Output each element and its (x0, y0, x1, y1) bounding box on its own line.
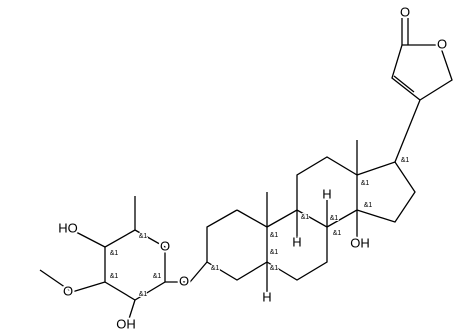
atom-label: H (322, 186, 331, 201)
atom-label: O (63, 283, 73, 298)
atom-label: O (160, 238, 170, 253)
stereo-label: &1 (211, 265, 220, 272)
stereo-label: &1 (139, 233, 148, 240)
ring-c (296, 156, 358, 228)
atom-label: O (400, 4, 410, 19)
atom-label: OH (350, 235, 370, 250)
stereo-label: &1 (110, 273, 119, 280)
atom-label: O (179, 273, 189, 288)
stereo-label: &1 (153, 273, 162, 280)
atom-label: H (262, 289, 271, 304)
stereo-label: &1 (364, 202, 373, 209)
stereo-label: &1 (401, 157, 410, 164)
glycosidic-bond (165, 261, 208, 283)
stereo-label: &1 (301, 214, 310, 221)
bond (127, 299, 136, 323)
stereo-label: &1 (139, 291, 148, 298)
methoxy (39, 269, 73, 293)
stereo-label: &1 (270, 249, 279, 256)
sugar-ring (104, 229, 166, 301)
lactone-ring (391, 44, 453, 101)
atom-label: HO (58, 220, 78, 235)
atom-label: OH (116, 316, 136, 331)
stereo-label: &1 (270, 232, 279, 239)
stereo-label: &1 (333, 230, 342, 237)
atom-label: H (292, 234, 301, 249)
stereo-label: &1 (270, 265, 279, 272)
bond (394, 99, 421, 163)
stereo-label: &1 (361, 180, 370, 187)
bond (75, 231, 106, 248)
bonds (39, 18, 453, 323)
atom-label: O (437, 36, 447, 51)
double-bond (393, 75, 415, 93)
stereo-label: &1 (110, 250, 119, 257)
ring-b (266, 209, 328, 281)
stereo-label: &1 (330, 215, 339, 222)
ring-d (356, 161, 416, 223)
bond (71, 281, 106, 293)
